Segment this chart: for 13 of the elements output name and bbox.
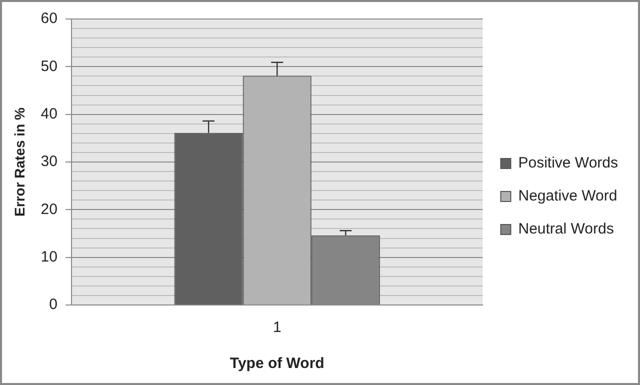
y-tick-label: 30 xyxy=(40,153,58,170)
legend-label: Positive Words xyxy=(518,154,618,172)
y-tick-label: 10 xyxy=(40,248,58,266)
y-tick-label: 50 xyxy=(40,58,58,75)
legend-label: Negative Word xyxy=(518,188,618,205)
y-tick-label: 60 xyxy=(40,10,58,28)
y-tick-label: 40 xyxy=(40,105,58,122)
legend-label: Neutral Words xyxy=(518,220,614,238)
y-tick-label: 20 xyxy=(40,200,58,218)
x-tick-label: 1 xyxy=(272,319,282,336)
y-axis-title: Error Rates in % xyxy=(11,106,28,216)
y-tick-label: 0 xyxy=(49,296,58,314)
x-axis-title: Type of Word xyxy=(230,355,324,372)
